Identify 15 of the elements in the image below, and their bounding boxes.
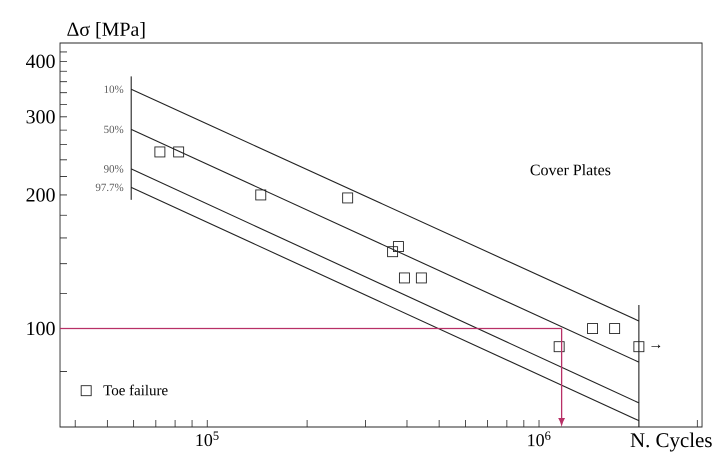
y-tick-label: 200: [26, 188, 55, 202]
annotation: →: [651, 344, 660, 348]
series-label: 10%: [104, 86, 124, 94]
x-tick-label: 10$^{6}$: [528, 432, 550, 446]
legend-label: Toe failure: [103, 384, 168, 396]
annotation: Cover Plates: [530, 164, 610, 176]
series-label: 90%: [104, 165, 124, 173]
x-axis-title: N. Cycles: [630, 432, 712, 452]
y-tick-label: 300: [26, 110, 55, 124]
series-label: 50%: [104, 126, 124, 134]
y-axis-title: Δσ [MPa]: [67, 22, 144, 38]
x-tick-label: 10$^{5}$: [196, 432, 219, 446]
series-label: 97.7%: [96, 184, 124, 192]
y-tick-label: 100: [27, 322, 55, 336]
y-tick-label: 400: [26, 54, 55, 68]
